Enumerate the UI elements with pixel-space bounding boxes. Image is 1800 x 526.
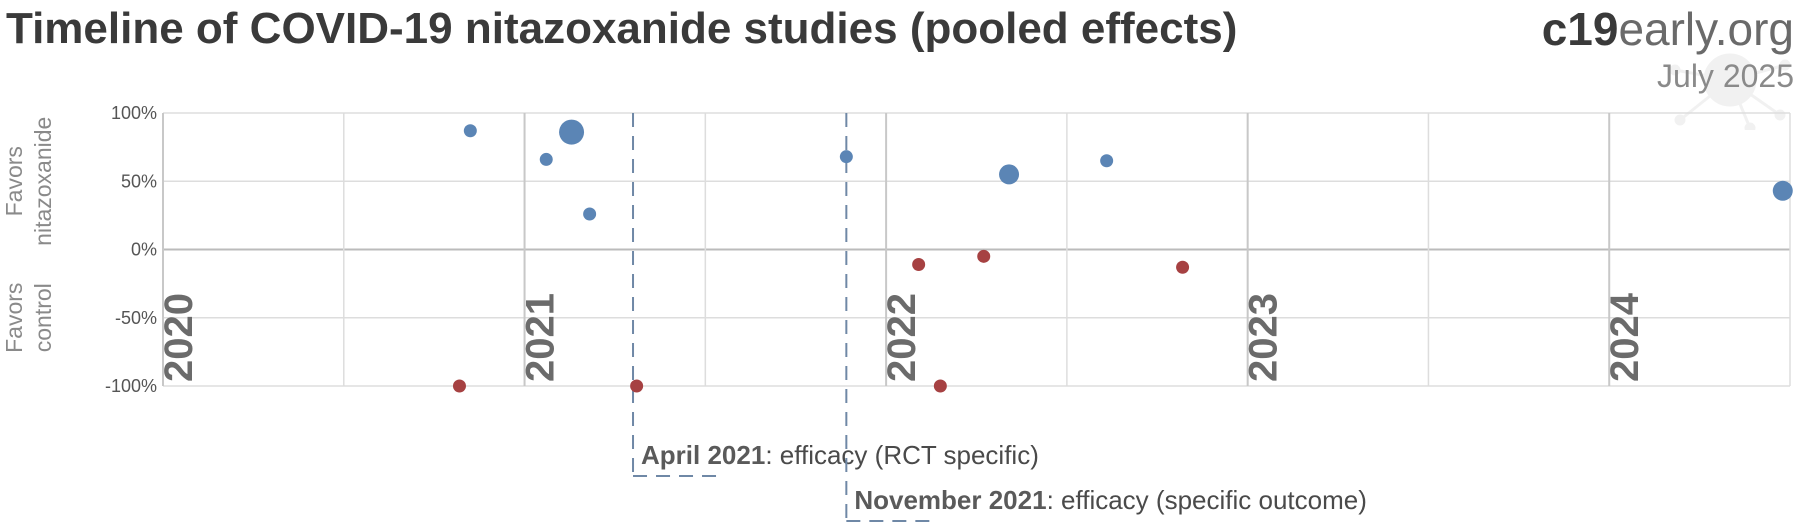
event-label-description: : efficacy (specific outcome) [1047, 485, 1367, 515]
year-label: 2021 [519, 293, 563, 382]
brand-rest: early.org [1618, 3, 1794, 55]
y-tick-label: -50% [115, 308, 157, 328]
study-point-favors-control [630, 379, 644, 393]
study-point-favors-treatment [1100, 154, 1114, 168]
study-point-favors-treatment [839, 150, 853, 164]
event-label: April 2021: efficacy (RCT specific) [641, 440, 1039, 470]
study-point-favors-treatment [583, 207, 597, 221]
y-label-favors-treatment: nitazoxanide [30, 117, 56, 246]
event-label: November 2021: efficacy (specific outcom… [854, 485, 1367, 515]
study-point-favors-control [912, 258, 926, 272]
y-tick-label: 100% [111, 103, 157, 123]
event-label-description: : efficacy (RCT specific) [765, 440, 1039, 470]
y-tick-labels: 100% 50% 0% -50% -100% [105, 103, 157, 396]
study-point-favors-treatment [559, 119, 585, 145]
data-points [452, 119, 1793, 393]
year-labels: 2020 2021 2022 2023 2024 [157, 292, 1647, 382]
event-markers: April 2021: efficacy (RCT specific) Novem… [632, 113, 1367, 522]
grid-layer [162, 112, 1791, 387]
y-label-favors-control: control [30, 283, 56, 352]
study-point-favors-treatment [539, 152, 553, 166]
y-tick-label: 0% [131, 240, 157, 260]
y-label-favors-treatment: Favors [1, 146, 27, 216]
study-point-favors-control [933, 379, 947, 393]
event-label-date: April 2021 [641, 440, 765, 470]
study-point-favors-treatment [463, 124, 477, 138]
study-point-favors-control [977, 249, 991, 263]
year-label: 2023 [1242, 293, 1286, 382]
study-point-favors-control [452, 379, 466, 393]
study-point-favors-treatment [999, 164, 1020, 185]
y-label-favors-control: Favors [1, 283, 27, 353]
y-tick-label: 50% [121, 171, 157, 191]
year-label: 2020 [157, 293, 201, 382]
year-label: 2024 [1603, 292, 1647, 382]
chart-title: Timeline of COVID-19 nitazoxanide studie… [6, 4, 1238, 53]
brand-bold: c19 [1541, 3, 1619, 55]
report-date: July 2025 [1657, 58, 1794, 94]
brand-logo-text: c19early.org [1542, 2, 1794, 56]
event-label-date: November 2021 [854, 485, 1046, 515]
study-point-favors-control [1176, 260, 1190, 274]
study-point-favors-treatment [1772, 180, 1793, 201]
year-label: 2022 [880, 293, 924, 382]
y-tick-label: -100% [105, 376, 157, 396]
virus-watermark-icon [1669, 53, 1791, 130]
